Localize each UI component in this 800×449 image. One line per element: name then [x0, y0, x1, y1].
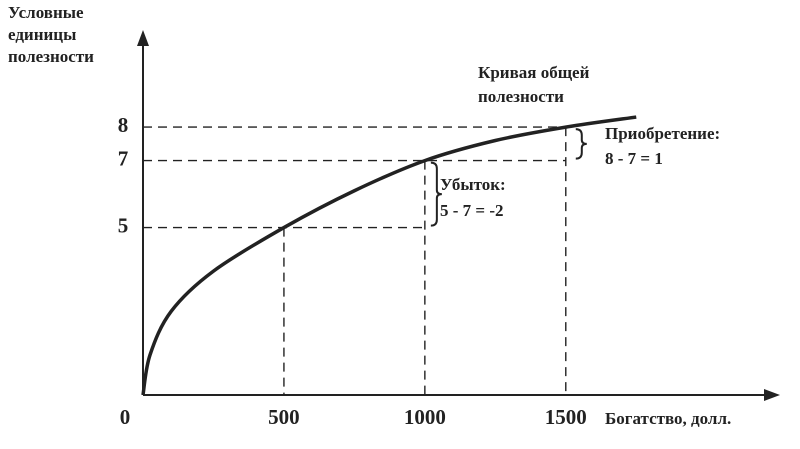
x-tick-label: 1500 — [545, 405, 587, 429]
curve-label: Кривая общей — [478, 63, 590, 82]
y-tick-label: 8 — [118, 113, 129, 137]
brace — [575, 128, 587, 160]
y-tick-label: 5 — [118, 213, 129, 237]
utility-curve — [141, 115, 637, 396]
gain-annotation: 8 - 7 = 1 — [605, 149, 663, 168]
loss-annotation: Убыток: — [440, 175, 506, 194]
y-axis-label: полезности — [8, 47, 94, 66]
y-axis-label: единицы — [8, 25, 76, 44]
gain-annotation: Приобретение: — [605, 124, 720, 143]
brace — [430, 161, 442, 227]
y-axis-label: Условные — [8, 3, 84, 22]
x-tick-label: 0 — [120, 405, 131, 429]
x-axis-label: Богатство, долл. — [605, 409, 731, 428]
curve-label: полезности — [478, 87, 564, 106]
x-axis-arrow — [764, 389, 780, 401]
y-tick-label: 7 — [118, 146, 129, 170]
y-axis-arrow — [137, 30, 149, 46]
x-tick-label: 500 — [268, 405, 300, 429]
loss-annotation: 5 - 7 = -2 — [440, 201, 504, 220]
x-tick-label: 1000 — [404, 405, 446, 429]
